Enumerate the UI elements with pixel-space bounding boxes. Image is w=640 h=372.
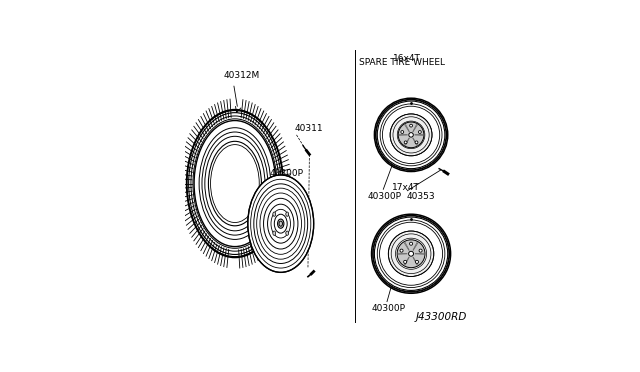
Ellipse shape	[278, 219, 284, 228]
Ellipse shape	[419, 131, 421, 134]
Text: 40300P: 40300P	[371, 304, 405, 313]
Ellipse shape	[408, 251, 413, 256]
Ellipse shape	[279, 221, 282, 226]
Ellipse shape	[410, 124, 413, 127]
Ellipse shape	[286, 231, 289, 235]
Text: 17x4T: 17x4T	[392, 183, 420, 192]
Text: SPARE TIRE WHEEL: SPARE TIRE WHEEL	[358, 58, 445, 67]
Text: 40300P: 40300P	[367, 192, 401, 201]
Text: 40353: 40353	[407, 192, 435, 201]
Ellipse shape	[388, 231, 434, 276]
Ellipse shape	[286, 212, 289, 216]
Text: 40311: 40311	[295, 125, 324, 134]
Ellipse shape	[400, 249, 403, 252]
Text: J43300RD: J43300RD	[415, 312, 467, 323]
Ellipse shape	[372, 215, 449, 292]
Text: 40300P: 40300P	[269, 169, 303, 178]
Ellipse shape	[404, 260, 406, 263]
Ellipse shape	[410, 242, 413, 245]
Ellipse shape	[419, 249, 422, 252]
Ellipse shape	[415, 260, 419, 263]
Ellipse shape	[376, 99, 447, 170]
Text: 40312M: 40312M	[223, 71, 260, 80]
Ellipse shape	[248, 175, 314, 272]
Ellipse shape	[390, 114, 432, 156]
Ellipse shape	[397, 240, 425, 268]
Ellipse shape	[398, 122, 424, 148]
Ellipse shape	[273, 212, 276, 216]
Ellipse shape	[401, 131, 404, 134]
Ellipse shape	[415, 141, 418, 144]
Ellipse shape	[187, 110, 283, 257]
Ellipse shape	[404, 141, 407, 144]
Text: 16x4T: 16x4T	[393, 54, 420, 63]
Ellipse shape	[273, 231, 276, 235]
Ellipse shape	[409, 133, 413, 137]
